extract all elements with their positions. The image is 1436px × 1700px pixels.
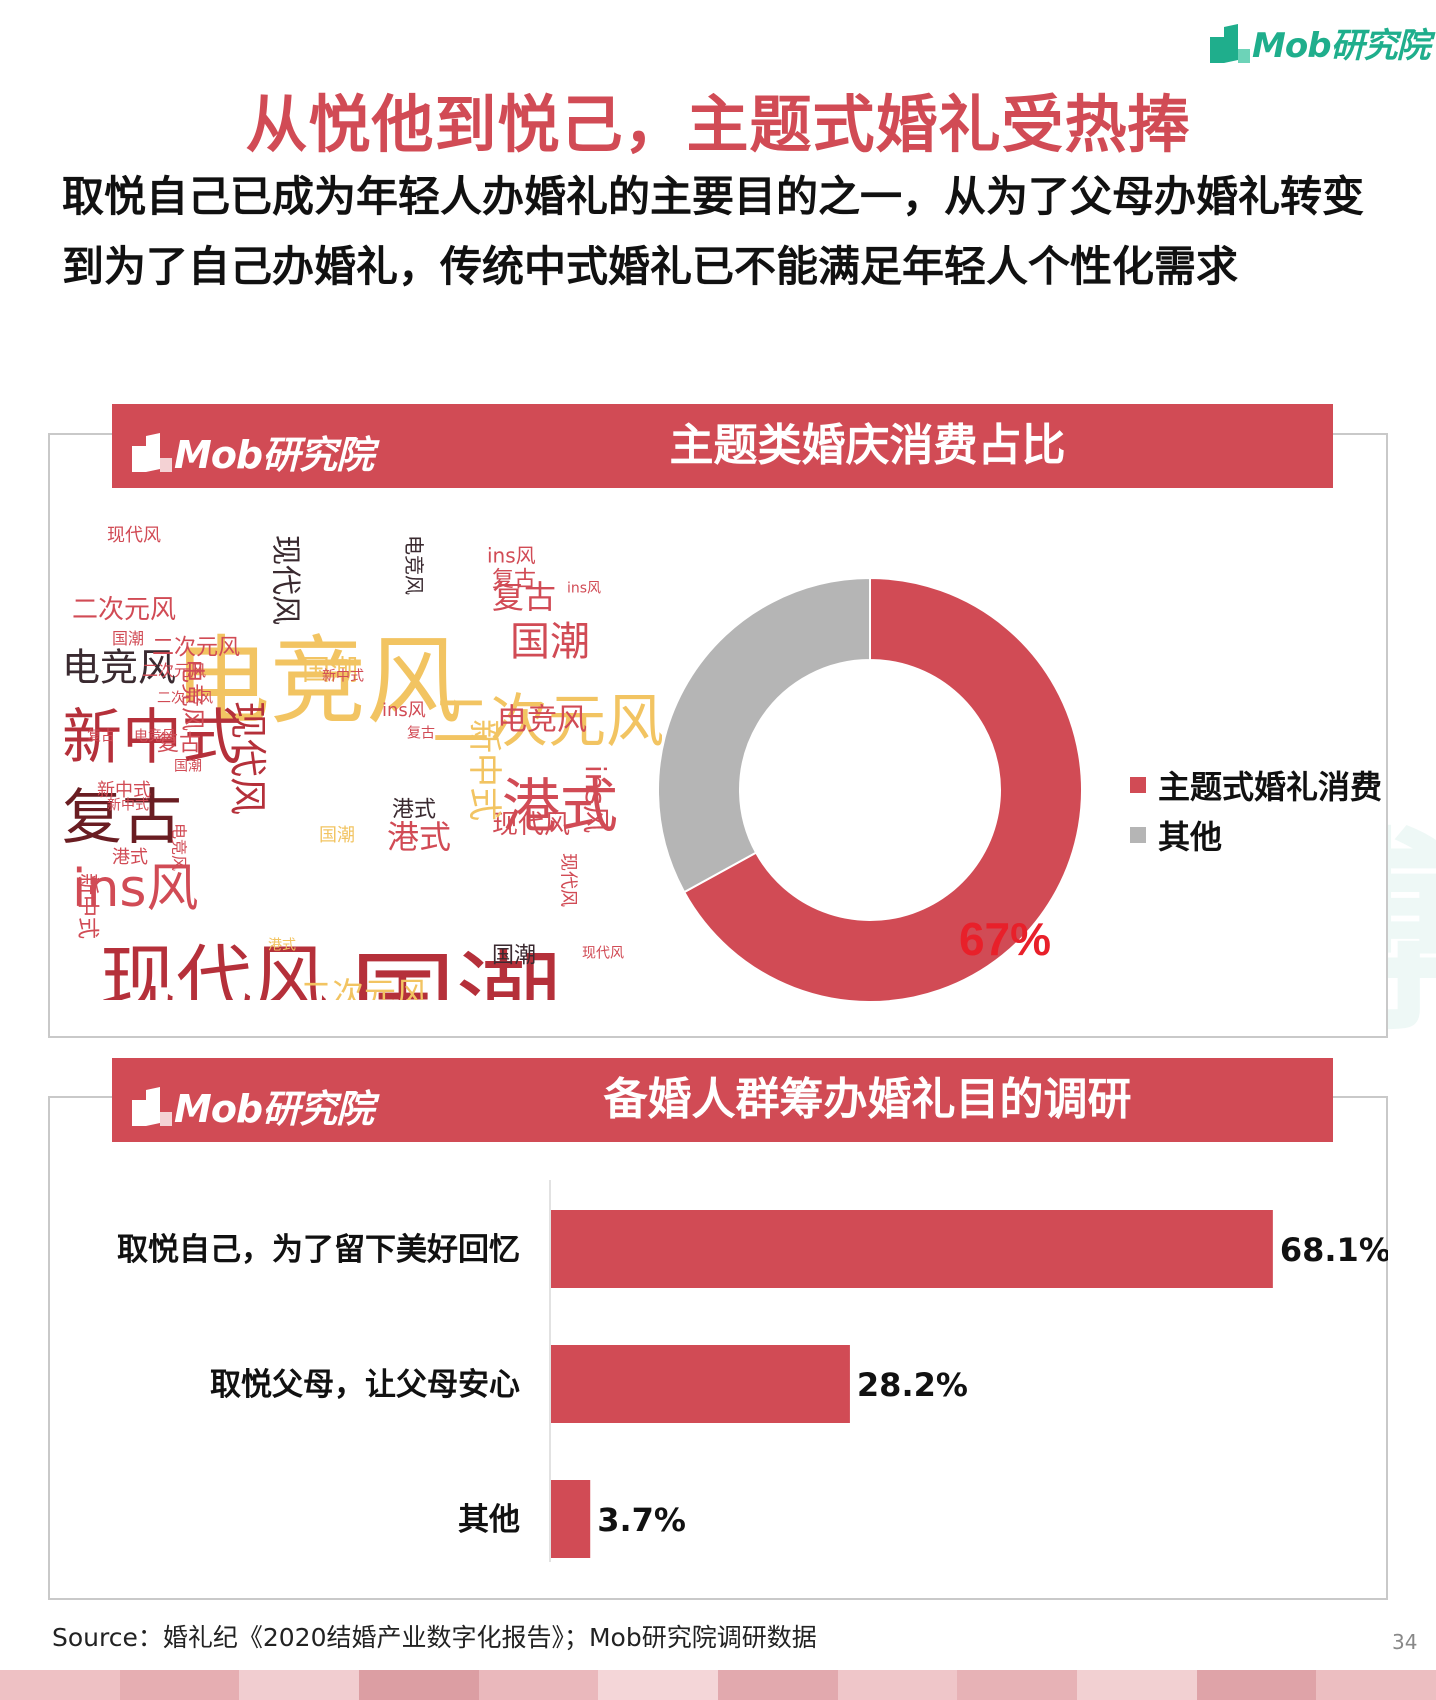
word-cloud-term: 新中式 (97, 780, 151, 801)
word-cloud-term: 港式 (392, 797, 436, 822)
legend-swatch (1130, 827, 1146, 843)
word-cloud-term: 新中式 (464, 719, 504, 821)
word-cloud-term: 国潮 (112, 629, 144, 648)
panel-brand-logo: Mob研究院 (130, 424, 374, 479)
donut-slice-1 (657, 576, 871, 894)
word-cloud-term: 港式 (502, 772, 618, 840)
word-cloud-term: 二次元风 (432, 687, 662, 755)
word-cloud-term: ins风 (487, 544, 536, 568)
legend-item-other: 其他 (1130, 810, 1382, 860)
word-cloud-term: 现代风 (582, 945, 624, 961)
word-cloud-term: 新中式 (322, 668, 364, 684)
source-note: Source：婚礼纪《2020结婚产业数字化报告》；Mob研究院调研数据 (52, 1623, 817, 1652)
brand-logo-text: Mob研究院 (174, 1087, 374, 1131)
brand-logo: Mob研究院 (1208, 18, 1431, 67)
bar-value-label: 68.1% (1280, 1231, 1388, 1269)
word-cloud-term: 复古 (62, 783, 182, 853)
footer-decoration (0, 1670, 1436, 1700)
word-cloud-term: 二次元风 (157, 690, 213, 706)
bar-category-label: 取悦父母，让父母安心 (210, 1367, 520, 1403)
word-cloud-term: 现代风 (225, 701, 269, 815)
word-cloud-term: 二次元风 (152, 635, 240, 660)
word-cloud-term: 复古 (407, 724, 435, 741)
brand-logo-icon (130, 1086, 174, 1126)
brand-logo-text: Mob研究院 (174, 433, 374, 477)
panel-title: 主题类婚庆消费占比 (669, 420, 1066, 471)
word-cloud-term: 电竞风 (170, 823, 189, 871)
word-cloud-term: 国潮 (302, 654, 358, 687)
brand-logo-text: Mob研究院 (1252, 26, 1431, 66)
word-cloud-term: 新中式 (107, 797, 149, 813)
legend-item-theme: 主题式婚礼消费 (1130, 760, 1382, 810)
word-cloud-term: 国潮 (319, 825, 355, 846)
word-cloud-term: 二次元风 (72, 595, 176, 625)
word-cloud-term: ins风 (72, 859, 199, 919)
donut-chart: 67% (657, 576, 1083, 1003)
panel-header-theme-share: Mob研究院 主题类婚庆消费占比 (112, 404, 1333, 488)
donut-data-label: 67% (959, 913, 1051, 965)
brand-logo-icon (130, 432, 174, 472)
word-cloud-term: 国潮 (492, 943, 536, 968)
bar-category-label: 取悦自己，为了留下美好回忆 (117, 1232, 520, 1268)
word-cloud-term: 国潮 (350, 940, 562, 1000)
word-cloud-term: 二次元风 (142, 661, 206, 680)
word-cloud-term: 二次元风 (300, 975, 428, 1000)
word-cloud-term: 复古 (87, 727, 115, 744)
bar-value-label: 28.2% (857, 1366, 968, 1404)
word-cloud-term: 复古 (492, 578, 556, 616)
legend-swatch (1130, 777, 1146, 793)
word-cloud-term: 复古 (157, 731, 201, 756)
word-cloud-term: 电竞风 (497, 702, 587, 737)
word-cloud-term: 电竞风 (402, 535, 426, 595)
word-cloud-term: 现代风 (268, 535, 303, 625)
word-cloud-term: ins风 (567, 580, 601, 596)
legend-label: 其他 (1158, 818, 1223, 856)
donut-slice-0 (682, 576, 1083, 1003)
bar-chart: 取悦自己，为了留下美好回忆 68.1% 取悦父母，让父母安心 28.2% 其他 3.7% (117, 1180, 1388, 1562)
word-cloud-term: 现代风 (557, 853, 578, 907)
brand-logo-icon (1208, 23, 1252, 63)
lead-text: 取悦自己已成为年轻人办婚礼的主要目的之一，从为了父母办婚礼转变到为了自己办婚礼，… (62, 172, 1365, 291)
bar-value-label: 3.7% (597, 1501, 686, 1539)
panel-header-wedding-purpose: Mob研究院 备婚人群筹办婚礼目的调研 (112, 1058, 1333, 1142)
word-cloud-term: 复古 (492, 567, 536, 592)
donut-legend: 主题式婚礼消费 其他 (1130, 760, 1382, 860)
word-cloud-term: 新中式 (75, 873, 100, 939)
page-title: 从悦他到悦己，主题式婚礼受热捧 (245, 88, 1191, 161)
word-cloud-term: 电竞风 (134, 727, 176, 744)
word-cloud-term: 电竞风 (178, 659, 206, 731)
legend-label: 主题式婚礼消费 (1158, 768, 1383, 806)
word-cloud-term: 国潮 (174, 758, 202, 774)
bar-2 (551, 1480, 591, 1558)
word-cloud-term: 电竞风 (62, 645, 176, 689)
bar-1 (551, 1345, 850, 1423)
page-number: 34 (1392, 1630, 1418, 1654)
word-cloud: 电竞风国潮现代风新中式复古二次元风港式ins风电竞风国潮复古港式二次元风电竞风现… (62, 525, 662, 1000)
bar-0 (551, 1210, 1273, 1288)
word-cloud-term: 港式 (268, 937, 296, 953)
word-cloud-term: 现代风 (100, 936, 328, 1000)
panel-title: 备婚人群筹办婚礼目的调研 (603, 1074, 1132, 1125)
word-cloud-term: ins风 (382, 700, 426, 721)
word-cloud-term: 港式 (387, 818, 451, 856)
bar-category-label: 其他 (458, 1502, 520, 1538)
word-cloud-term: ins风 (579, 765, 612, 833)
panel-brand-logo: Mob研究院 (130, 1078, 374, 1133)
word-cloud-term: 现代风 (492, 810, 570, 840)
word-cloud-term: 港式 (112, 847, 148, 868)
word-cloud-term: 国潮 (510, 619, 590, 665)
word-cloud-term: 电竞风 (174, 625, 462, 737)
word-cloud-term: 新中式 (62, 703, 242, 773)
word-cloud-term: 现代风 (107, 525, 161, 546)
